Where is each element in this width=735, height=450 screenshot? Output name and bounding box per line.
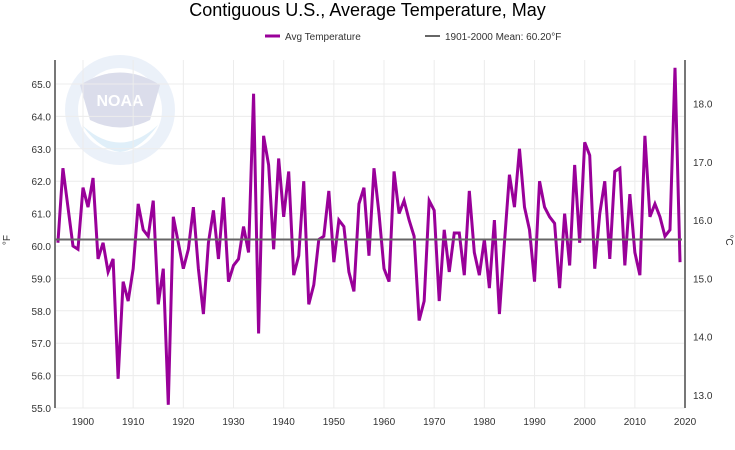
y-tick-label: 60.0 [32, 242, 52, 253]
x-tick-label: 1910 [122, 417, 145, 428]
y2-tick-label: 16.0 [693, 216, 713, 227]
y2-tick-label: 14.0 [693, 333, 713, 344]
series-line-avg-temperature [56, 67, 682, 405]
x-tick-label: 1900 [72, 417, 95, 428]
y-tick-label: 55.0 [32, 404, 52, 415]
noaa-logo: NOAA [65, 55, 175, 165]
y2-tick-label: 15.0 [693, 274, 713, 285]
y-tick-label: 61.0 [32, 210, 52, 221]
x-tick-label: 1930 [222, 417, 245, 428]
y-axis-label: °F [2, 235, 13, 245]
x-tick-label: 2010 [624, 417, 647, 428]
y-tick-label: 57.0 [32, 339, 52, 350]
legend-label-avg: Avg Temperature [285, 32, 361, 43]
x-tick-label: 1940 [273, 417, 296, 428]
x-tick-label: 2000 [574, 417, 597, 428]
x-tick-label: 1950 [323, 417, 346, 428]
y-tick-label: 65.0 [32, 80, 52, 91]
x-tick-label: 1970 [423, 417, 446, 428]
y2-tick-label: 13.0 [693, 391, 713, 402]
y-tick-label: 63.0 [32, 145, 52, 156]
y-tick-label: 59.0 [32, 274, 52, 285]
svg-text:NOAA: NOAA [96, 93, 144, 110]
x-tick-label: 1920 [172, 417, 195, 428]
y2-tick-label: 18.0 [693, 99, 713, 110]
x-tick-label: 2020 [674, 417, 697, 428]
legend-label-mean: 1901-2000 Mean: 60.20°F [445, 32, 561, 43]
y-tick-label: 58.0 [32, 307, 52, 318]
y-tick-label: 62.0 [32, 177, 52, 188]
y-tick-label: 64.0 [32, 112, 52, 123]
chart-title: Contiguous U.S., Average Temperature, Ma… [189, 0, 546, 20]
x-tick-label: 1980 [473, 417, 496, 428]
y2-axis-label: °C [723, 234, 734, 245]
x-tick-label: 1990 [523, 417, 546, 428]
y-tick-label: 56.0 [32, 372, 52, 383]
y2-tick-label: 17.0 [693, 158, 713, 169]
x-tick-label: 1960 [373, 417, 396, 428]
